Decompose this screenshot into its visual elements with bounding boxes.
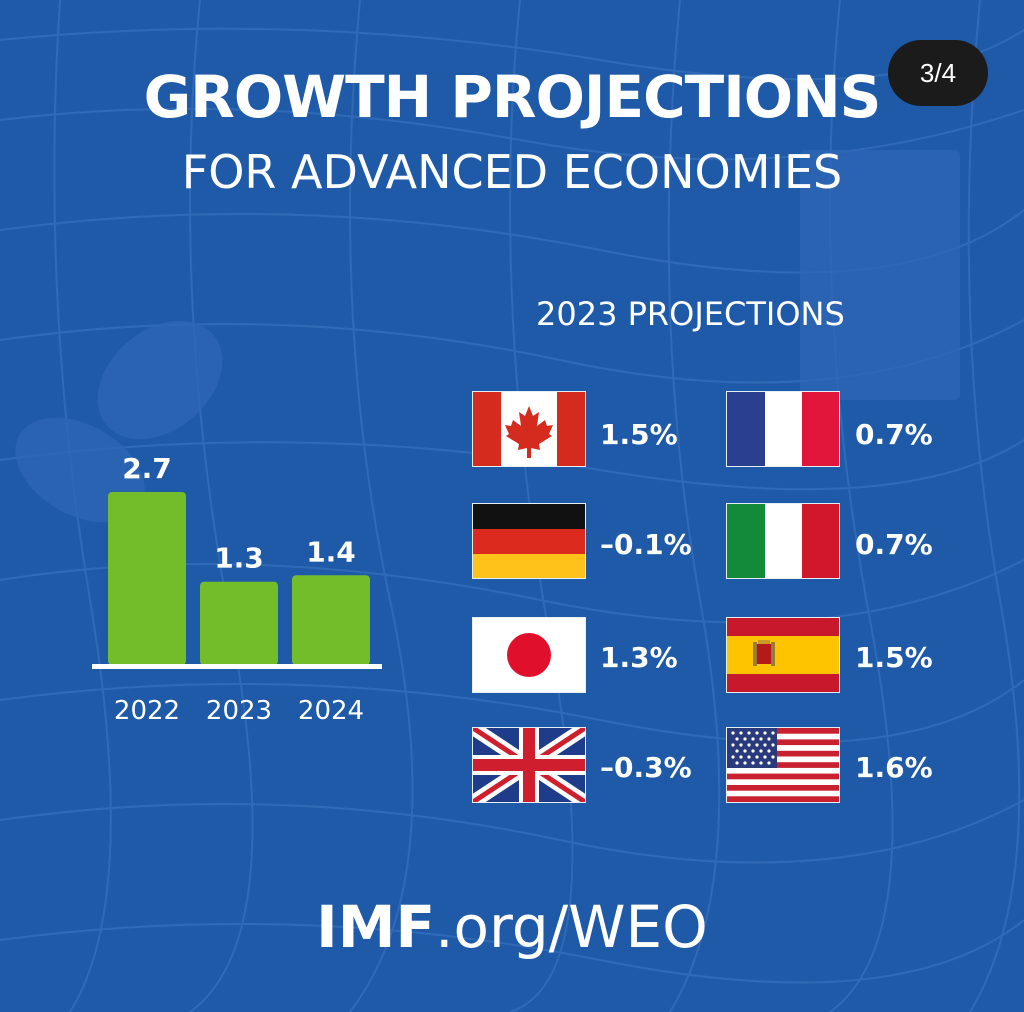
germany-flag bbox=[473, 504, 585, 578]
bar-2023 bbox=[200, 581, 278, 665]
page-subtitle: FOR ADVANCED ECONOMIES bbox=[181, 145, 843, 199]
uk-value: –0.3% bbox=[600, 751, 692, 784]
bar-2024 bbox=[292, 575, 370, 665]
x-tick-label-2022: 2022 bbox=[114, 696, 180, 726]
footer-link-bold: IMF bbox=[316, 893, 436, 961]
page-indicator-badge[interactable]: 3/4 bbox=[888, 40, 988, 106]
growth-bar-chart: 2.7 2022 1.3 2023 1.4 2024 bbox=[92, 452, 382, 726]
canada-value: 1.5% bbox=[600, 418, 678, 451]
usa-value: 1.6% bbox=[855, 751, 933, 784]
projections-heading: 2023 PROJECTIONS bbox=[536, 295, 845, 333]
footer-link-rest: .org/WEO bbox=[435, 893, 708, 961]
data-label-2024: 1.4 bbox=[306, 535, 356, 568]
x-tick-label-2023: 2023 bbox=[206, 696, 272, 726]
x-tick-label-2024: 2024 bbox=[298, 696, 364, 726]
france-flag bbox=[727, 392, 839, 466]
page-title: GROWTH PROJECTIONS bbox=[143, 63, 882, 131]
data-label-2023: 1.3 bbox=[214, 542, 264, 575]
x-axis-baseline bbox=[92, 664, 382, 669]
data-label-2022: 2.7 bbox=[122, 452, 172, 485]
uk-flag bbox=[473, 728, 585, 802]
japan-value: 1.3% bbox=[600, 641, 678, 674]
spain-value: 1.5% bbox=[855, 641, 933, 674]
bar-2022 bbox=[108, 492, 186, 665]
japan-flag bbox=[473, 618, 585, 692]
usa-flag bbox=[727, 728, 839, 802]
italy-flag bbox=[727, 504, 839, 578]
footer-link[interactable]: IMF.org/WEO bbox=[0, 892, 1024, 962]
italy-value: 0.7% bbox=[855, 528, 933, 561]
canada-flag bbox=[473, 392, 585, 466]
france-value: 0.7% bbox=[855, 418, 933, 451]
spain-flag bbox=[727, 618, 839, 692]
germany-value: –0.1% bbox=[600, 528, 692, 561]
